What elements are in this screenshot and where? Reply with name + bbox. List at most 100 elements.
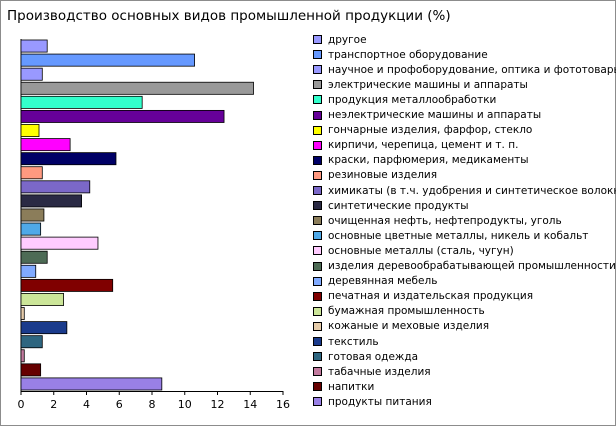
legend-item: основные цветные металлы, никель и кобал…: [313, 228, 588, 243]
legend-label: транспортное оборудование: [328, 48, 488, 61]
legend-item: краски, парфюмерия, медикаменты: [313, 153, 529, 168]
legend-item: транспортное оборудование: [313, 47, 488, 62]
legend-swatch: [313, 110, 322, 120]
bar: [20, 180, 91, 194]
legend-label: синтетические продукты: [328, 199, 469, 212]
legend-item: продукты питания: [313, 394, 432, 409]
legend-item: печатная и издательская продукция: [313, 289, 533, 304]
legend-label: продукты питания: [328, 395, 432, 408]
legend-label: основные металлы (сталь, чугун): [328, 244, 514, 257]
legend-item: основные металлы (сталь, чугун): [313, 243, 514, 258]
legend-item: напитки: [313, 379, 374, 394]
legend-swatch: [313, 291, 322, 301]
legend-swatch: [313, 125, 322, 135]
legend-item: синтетические продукты: [313, 198, 469, 213]
legend-item: резиновые изделия: [313, 168, 437, 183]
legend-label: изделия деревообрабатывающей промышленно…: [328, 260, 616, 272]
bar: [20, 349, 25, 363]
bar: [20, 363, 42, 377]
legend-item: химикаты (в т.ч. удобрения и синтетическ…: [313, 183, 616, 198]
legend-label: другое: [328, 33, 367, 46]
legend-swatch: [313, 337, 322, 346]
legend-swatch: [313, 50, 322, 60]
legend-item: готовая одежда: [313, 349, 418, 364]
legend-item: изделия деревообрабатывающей промышленно…: [313, 259, 616, 274]
legend-item: неэлектрические машины и аппараты: [313, 108, 541, 123]
legend-swatch: [313, 65, 322, 75]
legend-swatch: [313, 140, 322, 150]
legend-label: электрические машины и аппараты: [328, 78, 528, 91]
legend-swatch: [313, 306, 322, 316]
bar: [20, 152, 117, 166]
bar: [20, 166, 43, 180]
legend-label: неэлектрические машины и аппараты: [328, 109, 542, 121]
legend-label: гончарные изделия, фарфор, стекло: [328, 124, 533, 137]
bar: [20, 377, 163, 391]
legend-item: деревянная мебель: [313, 274, 437, 289]
legend-label: основные цветные металлы, никель и кобал…: [328, 229, 589, 242]
legend-label: деревянная мебель: [328, 275, 438, 288]
bar: [20, 194, 82, 208]
legend-swatch: [313, 80, 322, 90]
legend-swatch: [313, 231, 322, 241]
x-tick-label: 8: [149, 398, 156, 411]
legend-label: очищенная нефть, нефтепродукты, уголь: [328, 214, 562, 227]
bar: [20, 293, 64, 306]
legend-swatch: [313, 367, 322, 377]
legend-label: научное и профоборудование, оптика и фот…: [328, 63, 616, 76]
bar: [20, 81, 254, 95]
legend-label: напитки: [328, 380, 375, 393]
bar: [20, 278, 114, 292]
bar: [20, 236, 99, 250]
x-tick-label: 12: [211, 398, 225, 411]
legend-label: продукция металлообработки: [328, 93, 497, 106]
bar: [20, 335, 43, 349]
legend-item: кирпичи, черепица, цемент и т. п.: [313, 138, 518, 153]
bar: [20, 321, 68, 335]
legend-swatch: [313, 186, 322, 195]
x-tick-label: 0: [18, 398, 25, 411]
legend-item: очищенная нефть, нефтепродукты, уголь: [313, 213, 562, 228]
bar: [20, 95, 143, 109]
chart-title: Производство основных видов промышленной…: [7, 8, 451, 24]
bar: [20, 307, 25, 321]
legend-swatch: [313, 155, 322, 165]
bar: [20, 53, 195, 67]
bar: [20, 222, 42, 236]
legend-swatch: [313, 95, 322, 105]
legend-swatch: [313, 201, 322, 211]
legend-item: кожаные и меховые изделия: [313, 319, 489, 334]
legend-label: бумажная промышленность: [328, 305, 485, 318]
legend-item: другое: [313, 32, 367, 47]
legend-swatch: [313, 352, 322, 362]
legend-label: краски, парфюмерия, медикаменты: [328, 154, 529, 167]
legend-swatch: [313, 216, 322, 226]
legend-item: продукция металлообработки: [313, 92, 496, 107]
legend-swatch: [313, 321, 322, 331]
bar: [20, 250, 48, 264]
bar: [20, 124, 40, 137]
legend-item: гончарные изделия, фарфор, стекло: [313, 123, 532, 138]
bar: [20, 109, 225, 123]
legend-item: бумажная промышленность: [313, 304, 485, 319]
x-tick-label: 14: [243, 398, 257, 411]
legend-label: кирпичи, черепица, цемент и т. п.: [328, 139, 519, 152]
legend-swatch: [313, 276, 322, 286]
bar: [20, 67, 43, 81]
legend-label: химикаты (в т.ч. удобрения и синтетическ…: [328, 184, 616, 197]
x-tick-label: 16: [276, 398, 290, 411]
bar: [20, 264, 37, 278]
legend-label: резиновые изделия: [328, 169, 438, 182]
legend-label: текстиль: [328, 335, 379, 348]
legend-swatch: [313, 382, 322, 392]
legend-label: табачные изделия: [328, 365, 431, 378]
legend-swatch: [313, 397, 322, 407]
legend-swatch: [313, 170, 322, 180]
x-tick-label: 2: [50, 398, 57, 411]
legend-item: табачные изделия: [313, 364, 431, 379]
legend-label: кожаные и меховые изделия: [328, 320, 490, 333]
legend-item: электрические машины и аппараты: [313, 77, 528, 92]
legend-label: печатная и издательская продукция: [328, 290, 534, 303]
